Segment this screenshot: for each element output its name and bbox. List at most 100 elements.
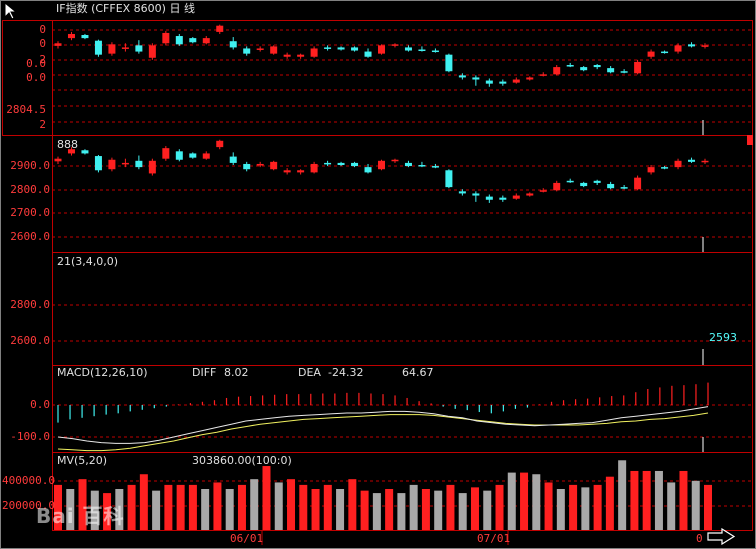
p1-axis-6: 2	[39, 118, 46, 131]
p2-axis-1: 2800.0	[10, 183, 50, 196]
p1-candle-body-0	[54, 43, 62, 46]
volume-bar-38	[520, 472, 529, 530]
volume-bar-50	[667, 482, 676, 530]
volume-bar-52	[691, 480, 700, 530]
p1-candle-body-8	[162, 32, 170, 44]
p1-candle-body-1	[67, 33, 75, 39]
volume-bar-34	[470, 487, 479, 530]
p1-candle-body-47	[688, 44, 696, 47]
volume-bar-13	[213, 482, 222, 530]
p1-candle-body-36	[539, 74, 547, 76]
p2-candle-body-41	[607, 183, 615, 189]
p2-edge-marker	[747, 135, 753, 145]
volume-bar-14	[225, 489, 234, 530]
volume-bar-17	[262, 466, 271, 530]
p1-candle-body-19	[310, 48, 318, 57]
p2-candle-body-12	[216, 140, 224, 148]
vol-axis-1: 200000.0	[2, 499, 55, 512]
volume-bar-0	[54, 484, 62, 530]
p2-candle-body-22	[351, 162, 359, 167]
p2-candle-body-47	[688, 159, 696, 162]
p2-candle-body-29	[445, 170, 453, 188]
volume-bar-23	[336, 489, 345, 530]
volume-bar-33	[458, 493, 467, 530]
p2-candle-body-6	[135, 160, 143, 168]
p2-candle-body-18	[297, 170, 305, 173]
p1-candle-body-33	[499, 81, 507, 84]
p1-candle-body-46	[674, 45, 682, 52]
p1-candle-body-42	[620, 71, 628, 73]
panel-frame-2	[52, 252, 753, 366]
volume-panel	[54, 460, 712, 530]
volume-bar-30	[421, 489, 430, 530]
p2-candle-body-36	[539, 190, 547, 192]
volume-value: 303860.00(100:0)	[192, 454, 292, 467]
p1-candle-body-31	[472, 77, 480, 80]
volume-bar-11	[188, 484, 197, 530]
p1-candle-body-37	[553, 67, 561, 75]
macd-diff-label: DIFF	[192, 366, 217, 379]
volume-bar-8	[152, 490, 161, 530]
volume-bar-19	[287, 479, 296, 530]
vol-axis-0: 400000.0	[2, 474, 55, 487]
volume-bar-12	[201, 489, 210, 530]
volume-bar-21	[311, 489, 320, 530]
p1-candle-body-28	[431, 50, 439, 53]
volume-bar-15	[237, 484, 246, 530]
volume-bar-4	[103, 493, 112, 530]
date-label-last: 0	[696, 532, 703, 545]
p1-candle-body-4	[108, 44, 116, 54]
volume-bar-31	[434, 490, 443, 530]
date-label-0601: 06/01	[230, 532, 264, 545]
p2-axis-0: 2900.0	[10, 159, 50, 172]
p2-candle-body-14	[243, 163, 251, 170]
volume-bar-35	[483, 490, 492, 530]
volume-bar-29	[409, 484, 418, 530]
p1-axis-2: 2	[39, 53, 46, 66]
p1-candle-body-3	[94, 40, 102, 55]
p1-candle-body-16	[270, 46, 278, 54]
price-candles-panel	[54, 24, 709, 87]
p2-candle-body-37	[553, 182, 561, 191]
p1-candle-body-38	[566, 65, 574, 67]
p2-candle-body-30	[458, 191, 466, 194]
volume-bar-20	[299, 484, 308, 530]
volume-bar-28	[397, 493, 406, 530]
p2-candle-body-32	[485, 196, 493, 200]
p2-candle-body-4	[108, 159, 116, 170]
p2-candle-body-16	[270, 161, 278, 170]
p2-axis-3: 2600.0	[10, 230, 50, 243]
p1-candle-body-9	[175, 36, 183, 45]
panel3-value: 2593	[709, 331, 737, 344]
p1-candle-body-35	[526, 77, 534, 80]
p1-axis-1: 0	[39, 37, 46, 50]
macd-label: MACD(12,26,10)	[57, 366, 148, 379]
macd-value: 64.67	[402, 366, 434, 379]
right-arrow-nav-icon[interactable]	[706, 528, 736, 545]
p2-candle-body-0	[54, 158, 62, 162]
p1-candle-body-6	[135, 45, 143, 52]
p1-candle-body-40	[593, 65, 601, 68]
p1-candle-body-12	[216, 25, 224, 32]
baidu-watermark: Bai 百科	[36, 504, 125, 528]
p1-candle-body-23	[364, 51, 372, 57]
p1-candle-body-20	[324, 47, 332, 49]
p1-candle-body-17	[283, 54, 291, 57]
p1-candle-body-14	[243, 48, 251, 54]
p2-candle-body-21	[337, 162, 345, 166]
macd-axis-0: 0.0	[30, 398, 50, 411]
p2-candle-body-13	[229, 156, 237, 163]
macd-axis-1: -100.0	[10, 430, 50, 443]
volume-bar-46	[618, 460, 627, 530]
p2-candle-body-38	[566, 180, 574, 183]
p2-candle-body-35	[526, 193, 534, 196]
panel2-label: 888	[57, 138, 78, 151]
p2-candle-body-43	[634, 177, 642, 190]
panel-frame-1	[52, 135, 753, 253]
p2-candle-body-11	[202, 153, 210, 159]
p2-candle-body-7	[148, 160, 156, 174]
volume-bar-44	[593, 484, 602, 530]
arrow-cursor-icon	[4, 2, 18, 20]
